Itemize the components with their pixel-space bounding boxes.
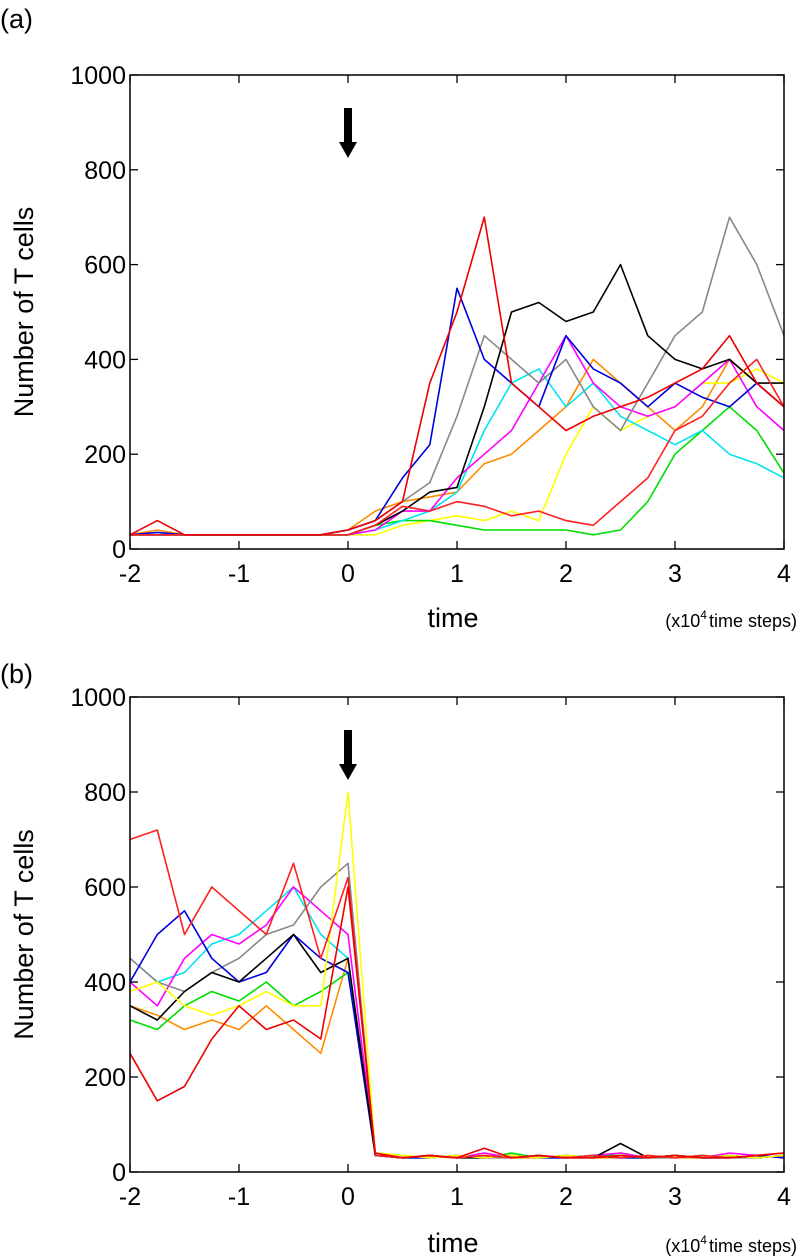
y-tick-label: 400 — [84, 969, 126, 997]
y-tick-label: 0 — [112, 536, 126, 564]
x-tick-label: 1 — [450, 1183, 464, 1211]
x-tick-label: 0 — [341, 1183, 355, 1211]
arrow-marker — [344, 108, 352, 144]
y-tick-label: 1000 — [70, 62, 126, 90]
x-tick-label: 1 — [450, 560, 464, 588]
y-axis-label: Number of T cells — [9, 207, 39, 418]
series-line — [129, 886, 785, 1159]
series-line — [129, 862, 785, 1159]
x-axis-label: time — [427, 1228, 478, 1258]
x-tick-label: -2 — [119, 560, 141, 588]
series-line — [129, 909, 785, 1159]
y-tick-label: 800 — [84, 779, 126, 807]
y-tick-label: 1000 — [70, 684, 126, 712]
y-tick-label: 600 — [84, 874, 126, 902]
y-tick-label: 200 — [84, 441, 126, 469]
x-tick-label: 4 — [777, 1183, 791, 1211]
series-line — [129, 358, 785, 536]
series-line — [130, 368, 785, 536]
series-line — [129, 886, 785, 1159]
x-tick-label: 2 — [559, 560, 573, 588]
arrow-head — [339, 142, 357, 158]
arrow-head — [339, 764, 357, 780]
panel-label: (b) — [0, 659, 33, 689]
unit-exponent: 4 — [700, 608, 707, 622]
panel-a: 0 200 400 600 800 1000 -2 -1 0 1 2 3 4 (a) time Number … — [0, 4, 797, 633]
y-axis-label: Number of T cells — [9, 829, 39, 1040]
x-axis-unit: (x104 time steps) — [665, 1233, 797, 1256]
x-tick-label: 0 — [341, 560, 355, 588]
series-line — [129, 971, 785, 1159]
arrow-marker — [344, 730, 352, 766]
series-line — [129, 216, 785, 536]
panel-b: 0 200 400 600 800 1000 -2 -1 0 1 2 3 4 (b) time Number … — [0, 659, 797, 1258]
series-line — [130, 358, 785, 536]
x-tick-label: -1 — [228, 1183, 250, 1211]
x-tick-label: 3 — [668, 560, 682, 588]
series-line — [129, 933, 785, 1159]
x-tick-label: -1 — [228, 560, 250, 588]
series-line — [129, 791, 785, 1159]
unit-suffix: time steps) — [709, 1236, 797, 1256]
series-line — [130, 368, 785, 536]
y-tick-label: 0 — [112, 1159, 126, 1187]
series-line — [129, 886, 785, 1159]
x-tick-label: 4 — [777, 560, 791, 588]
plot-frame — [129, 696, 785, 1173]
y-tick-label: 200 — [84, 1064, 126, 1092]
series-line — [130, 334, 785, 536]
y-tick-label: 800 — [84, 157, 126, 185]
x-tick-label: -2 — [119, 1183, 141, 1211]
x-tick-label: 3 — [668, 1183, 682, 1211]
y-tick-label: 400 — [84, 346, 126, 374]
x-axis-unit: (x104 time steps) — [665, 608, 797, 631]
panel-label: (a) — [0, 4, 33, 34]
x-tick-label: 2 — [559, 1183, 573, 1211]
series-line — [129, 957, 785, 1159]
unit-suffix: time steps) — [709, 611, 797, 631]
x-axis-label: time — [427, 603, 478, 633]
unit-prefix: (x10 — [665, 1236, 700, 1256]
unit-exponent: 4 — [700, 1233, 707, 1247]
y-tick-label: 600 — [84, 252, 126, 280]
series-line — [130, 263, 784, 536]
series-line — [129, 829, 785, 1159]
unit-prefix: (x10 — [665, 611, 700, 631]
